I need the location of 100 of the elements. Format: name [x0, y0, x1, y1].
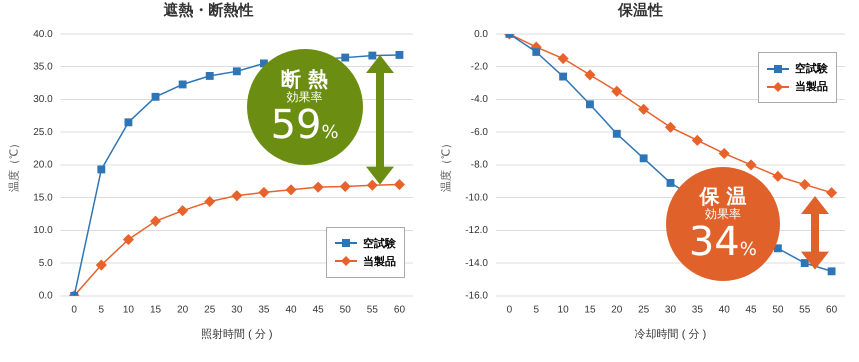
point	[178, 80, 187, 88]
point	[558, 53, 568, 64]
point	[532, 48, 540, 56]
point	[718, 148, 730, 159]
annotation: 断 熱	[281, 66, 328, 91]
x-tick-label: 30	[231, 304, 243, 316]
point	[692, 135, 703, 146]
point	[124, 118, 132, 126]
y-axis-title: 温度（℃）	[440, 138, 453, 192]
point	[123, 234, 134, 245]
point	[232, 67, 241, 76]
x-tick-label: 40	[285, 304, 298, 316]
annotation: 59%	[270, 102, 339, 148]
point	[97, 166, 106, 174]
y-tick-label: 30.0	[33, 94, 54, 106]
point	[232, 190, 242, 201]
point	[312, 182, 324, 192]
x-tick-label: 50	[772, 304, 784, 316]
x-tick-label: 60	[826, 304, 838, 316]
y-tick-label: 25.0	[33, 126, 54, 138]
y-tick-label: 0.0	[474, 28, 488, 40]
point	[666, 178, 674, 187]
point	[177, 205, 188, 216]
point	[368, 52, 376, 60]
x-tick-label: 35	[258, 304, 270, 316]
point	[340, 181, 350, 192]
point	[640, 154, 648, 162]
y-tick-label: 5.0	[38, 258, 54, 269]
y-axis-title: 温度（℃）	[8, 138, 21, 192]
x-tick-label: 55	[799, 304, 811, 316]
x-axis-title: 照射時間 ( 分 )	[201, 327, 273, 340]
x-tick-label: 15	[584, 304, 596, 316]
x-tick-label: 55	[366, 304, 378, 316]
x-tick-label: 50	[340, 304, 352, 316]
y-tick-label: -16.0	[465, 290, 488, 302]
y-tick-label: -2.0	[470, 61, 488, 72]
y-tick-label: -6.0	[470, 126, 488, 138]
legend-label: 空試験	[363, 236, 396, 251]
annotation: 34%	[688, 218, 757, 265]
x-tick-label: 40	[718, 304, 730, 316]
point	[286, 184, 296, 196]
x-tick-label: 45	[312, 304, 324, 316]
annotation: 効果率	[286, 90, 323, 104]
point	[612, 130, 621, 138]
y-tick-label: -10.0	[465, 192, 488, 204]
point	[584, 70, 596, 80]
circle-badge: 保 温 効果率 34%	[666, 166, 780, 281]
x-tick-label: 0	[71, 304, 78, 316]
chart-title: 遮熱・断熱性	[162, 1, 254, 20]
x-axis-title: 冷却時間 ( 分 )	[634, 327, 706, 340]
point	[665, 122, 676, 133]
x-tick-label: 35	[692, 304, 704, 316]
point	[341, 54, 350, 62]
point	[150, 216, 161, 226]
point	[96, 260, 107, 270]
x-tick-label: 60	[394, 304, 406, 316]
y-tick-label: -4.0	[470, 94, 488, 106]
point	[206, 72, 214, 80]
chart-title: 保温性	[617, 2, 663, 20]
x-tick-label: 25	[204, 304, 216, 316]
x-tick-label: 20	[611, 304, 623, 316]
x-tick-label: 30	[664, 304, 676, 316]
legend-label: 当製品	[795, 79, 828, 94]
point	[258, 187, 270, 198]
legend-label: 空試験	[795, 61, 828, 76]
y-tick-label: -8.0	[470, 160, 488, 171]
point	[772, 171, 784, 182]
y-tick-label: 40.0	[33, 28, 54, 40]
annotation: 保 温	[699, 184, 746, 208]
point	[394, 179, 405, 190]
circle-badge: 断 熱 効果率 59%	[246, 48, 363, 165]
y-tick-label: -14.0	[465, 258, 488, 269]
point	[204, 196, 215, 207]
y-tick-label: 35.0	[33, 61, 54, 72]
point	[152, 92, 160, 101]
point	[586, 100, 594, 108]
annotation: 効果率	[704, 206, 741, 221]
x-tick-label: 45	[745, 304, 758, 316]
point	[774, 244, 782, 252]
x-tick-label: 25	[638, 304, 650, 316]
legend-label: 当製品	[363, 254, 396, 269]
point	[746, 160, 756, 170]
y-tick-label: 10.0	[33, 225, 54, 236]
x-tick-label: 20	[177, 304, 189, 316]
x-tick-label: 10	[122, 304, 134, 316]
point	[367, 180, 378, 190]
y-tick-label: 15.0	[33, 192, 54, 204]
point	[826, 187, 837, 198]
point	[638, 104, 649, 115]
x-tick-label: 5	[98, 304, 105, 316]
y-tick-label: 0.0	[38, 290, 54, 302]
y-tick-label: 20.0	[33, 160, 54, 171]
point	[828, 267, 836, 276]
point	[559, 72, 568, 80]
point	[799, 179, 810, 190]
x-tick-label: 10	[558, 304, 570, 316]
x-tick-label: 0	[506, 304, 513, 316]
point	[800, 259, 809, 268]
point	[612, 86, 622, 97]
y-tick-label: -12.0	[465, 225, 488, 236]
